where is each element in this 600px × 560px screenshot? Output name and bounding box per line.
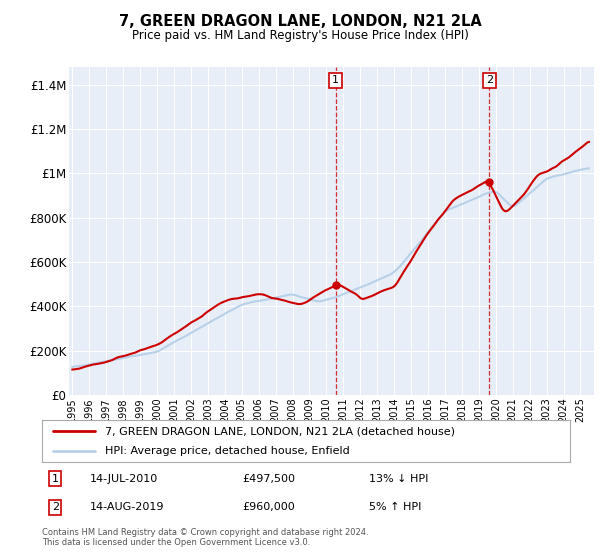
Text: £497,500: £497,500 [242,474,296,484]
Text: £960,000: £960,000 [242,502,295,512]
Text: 2: 2 [486,76,493,85]
Text: 1: 1 [332,76,339,85]
Text: 7, GREEN DRAGON LANE, LONDON, N21 2LA: 7, GREEN DRAGON LANE, LONDON, N21 2LA [119,14,481,29]
Text: 14-JUL-2010: 14-JUL-2010 [89,474,158,484]
Text: 7, GREEN DRAGON LANE, LONDON, N21 2LA (detached house): 7, GREEN DRAGON LANE, LONDON, N21 2LA (d… [106,426,455,436]
Text: 14-AUG-2019: 14-AUG-2019 [89,502,164,512]
Text: 2: 2 [52,502,59,512]
Text: HPI: Average price, detached house, Enfield: HPI: Average price, detached house, Enfi… [106,446,350,456]
Text: 13% ↓ HPI: 13% ↓ HPI [370,474,429,484]
Text: Contains HM Land Registry data © Crown copyright and database right 2024.
This d: Contains HM Land Registry data © Crown c… [42,528,368,547]
Point [331,280,340,289]
Point [485,178,494,187]
Text: 5% ↑ HPI: 5% ↑ HPI [370,502,422,512]
Text: 1: 1 [52,474,59,484]
Text: Price paid vs. HM Land Registry's House Price Index (HPI): Price paid vs. HM Land Registry's House … [131,29,469,42]
